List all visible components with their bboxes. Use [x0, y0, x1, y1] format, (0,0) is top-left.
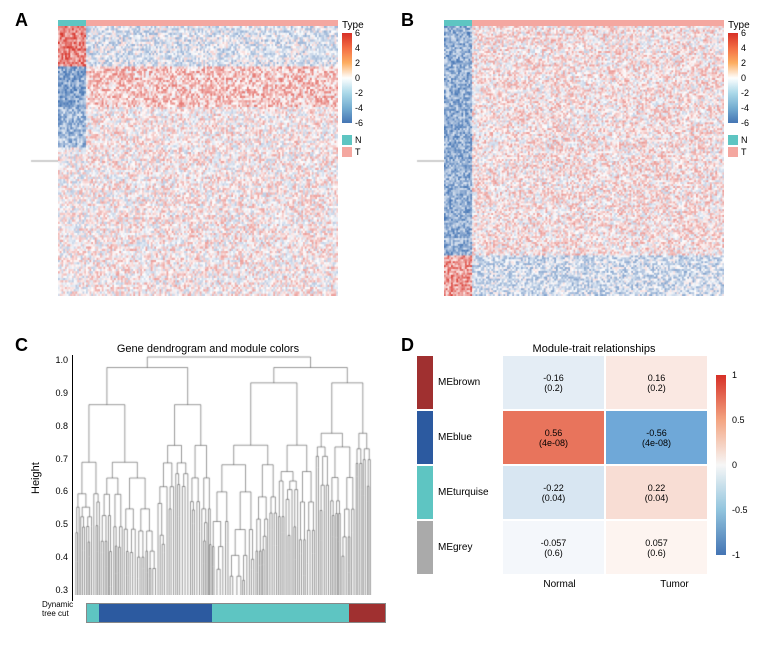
panel-c-plot [72, 355, 386, 601]
panel-c-module-label: Dynamictree cut [42, 601, 86, 623]
t-swatch [342, 147, 352, 157]
nt-legend-b: N T [728, 135, 772, 157]
legend-title: Type [342, 20, 386, 31]
panel-d-body: MEbrownMEblueMEturquiseMEgrey -0.16(0.2)… [416, 355, 756, 575]
panel-c-title: Gene dendrogram and module colors [30, 343, 386, 355]
n-swatch-b [728, 135, 738, 145]
panel-d-x-labels: NormalTumor [416, 579, 772, 590]
legend-colorbar [342, 33, 352, 123]
figure-grid: A Type 6 [10, 10, 770, 650]
panel-c: C Gene dendrogram and module colors Heig… [10, 335, 386, 650]
t-swatch-b [728, 147, 738, 157]
panel-d-legend: 10.50-0.5-1 [708, 355, 756, 575]
t-label-b: T [741, 147, 747, 157]
panel-d-content: Module-trait relationships MEbrownMEblue… [416, 343, 772, 590]
t-label: T [355, 147, 361, 157]
heatmap-a-body [30, 26, 338, 300]
panel-a: A Type 6 [10, 10, 386, 325]
panel-c-content: Gene dendrogram and module colors Height… [30, 343, 386, 623]
panel-d-title: Module-trait relationships [416, 343, 772, 355]
heatmap-b-legend: Type 6420-2-4-6 N T [724, 20, 772, 300]
n-label-b: N [741, 135, 748, 145]
panel-a-label: A [15, 10, 28, 31]
nt-legend: N T [342, 135, 386, 157]
panel-d-row-swatches [416, 355, 434, 575]
heatmap-a-dendrogram [30, 26, 58, 300]
panel-d: D Module-trait relationships MEbrownMEbl… [396, 335, 772, 650]
panel-b-label: B [401, 10, 414, 31]
heatmap-a-legend: Type 6420-2-4-6 N T [338, 20, 386, 300]
panel-d-cells: -0.16(0.2)0.16(0.2)0.56(4e-08)-0.56(4e-0… [502, 355, 708, 575]
legend-colorbar-b [728, 33, 738, 123]
heatmap-a-container: Type 6420-2-4-6 N T [30, 20, 386, 300]
panel-d-row-names: MEbrownMEblueMEturquiseMEgrey [434, 355, 502, 575]
panel-c-modules [86, 603, 386, 623]
panel-c-axis: 1.00.90.80.70.60.50.40.3 [44, 355, 72, 601]
panel-d-colorbar [716, 375, 726, 555]
n-swatch [342, 135, 352, 145]
panel-b: B Type 6 [396, 10, 772, 325]
panel-c-label: C [15, 335, 28, 356]
heatmap-b-body [416, 26, 724, 300]
legend-title-b: Type [728, 20, 772, 31]
n-label: N [355, 135, 362, 145]
heatmap-b-area [444, 26, 724, 300]
panel-c-ylabel: Height [30, 355, 42, 601]
panel-c-dendro-area [72, 355, 386, 601]
heatmap-b-dendrogram [416, 26, 444, 300]
heatmap-a-area [58, 26, 338, 300]
panel-d-label: D [401, 335, 414, 356]
heatmap-b-container: Type 6420-2-4-6 N T [416, 20, 772, 300]
heatmap-a-main [30, 20, 338, 300]
heatmap-b-main [416, 20, 724, 300]
